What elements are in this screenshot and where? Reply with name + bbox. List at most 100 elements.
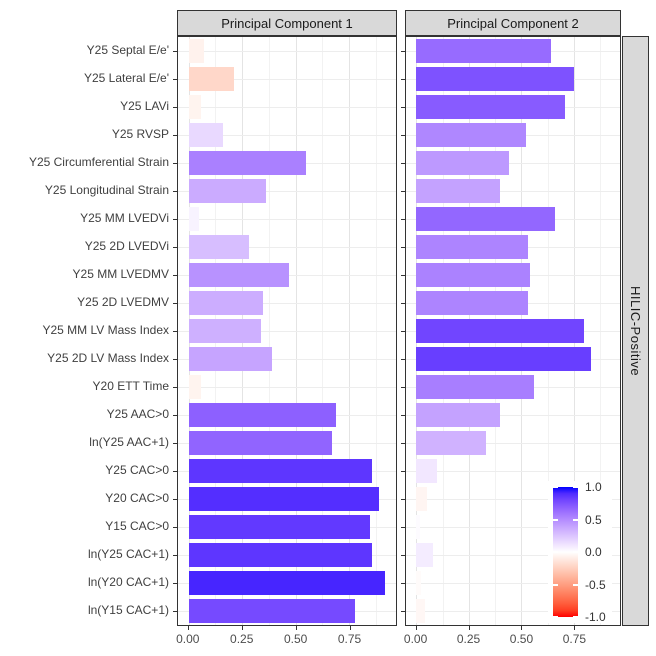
- y-axis-tick: [173, 471, 177, 472]
- grid-line-row: [178, 135, 396, 136]
- facet-strip-pc2: Principal Component 2: [405, 10, 621, 36]
- legend-tick-label: 1.0: [585, 480, 602, 494]
- legend-tick: [573, 486, 578, 488]
- legend-tick: [573, 616, 578, 618]
- grid-line-row: [178, 303, 396, 304]
- x-axis-tick-label: 0.75: [337, 632, 362, 646]
- loading-bar: [188, 346, 273, 372]
- loading-bar: [416, 66, 574, 92]
- y-axis-tick: [173, 359, 177, 360]
- loading-bar: [416, 570, 421, 596]
- y-axis-tick: [173, 611, 177, 612]
- grid-line-row: [178, 331, 396, 332]
- loading-bar: [188, 458, 373, 484]
- loading-bar: [416, 38, 551, 64]
- loading-bar: [416, 458, 438, 484]
- y-axis-label: Y25 Septal E/e': [86, 43, 169, 57]
- y-axis-label: Y25 Longitudinal Strain: [44, 183, 169, 197]
- loading-bar: [188, 94, 202, 120]
- x-axis-tick: [415, 626, 417, 630]
- y-axis-tick: [173, 79, 177, 80]
- loading-bar: [416, 374, 534, 400]
- y-axis-label: Y25 2D LVEDVi: [84, 239, 169, 253]
- grid-line-row: [406, 555, 620, 556]
- loading-bar: [416, 290, 528, 316]
- facet-strip-row-label: HILIC-Positive: [628, 285, 643, 377]
- x-axis-tick: [521, 626, 523, 630]
- loading-bar: [416, 402, 501, 428]
- y-axis-label: Y20 CAC>0: [105, 491, 169, 505]
- x-axis-tick-label: 0.50: [283, 632, 308, 646]
- grid-line-row: [406, 443, 620, 444]
- loading-bar: [188, 514, 371, 540]
- y-axis-tick: [173, 583, 177, 584]
- loading-bar: [416, 150, 509, 176]
- y-axis-label: ln(Y15 CAC+1): [87, 603, 169, 617]
- y-axis-label: Y25 Circumferential Strain: [28, 155, 169, 169]
- y-axis-tick: [401, 247, 405, 248]
- y-axis-tick: [173, 135, 177, 136]
- y-axis-tick: [401, 387, 405, 388]
- loading-bar: [188, 542, 373, 568]
- grid-line-row: [406, 527, 620, 528]
- x-axis-tick-label: 0.00: [176, 632, 200, 646]
- loading-bar: [188, 374, 202, 400]
- legend-tick: [553, 486, 558, 488]
- y-axis-tick: [173, 51, 177, 52]
- x-axis-tick: [295, 626, 297, 630]
- y-axis-label: Y25 CAC>0: [105, 463, 169, 477]
- y-axis-tick: [173, 303, 177, 304]
- x-axis-tick: [574, 626, 576, 630]
- grid-line-row: [178, 219, 396, 220]
- grid-line-row: [178, 247, 396, 248]
- y-axis-label: Y25 MM LVEDVi: [80, 211, 169, 225]
- legend-tick: [553, 616, 558, 618]
- loading-bar: [188, 486, 379, 512]
- y-axis-tick: [401, 163, 405, 164]
- y-axis-label: Y25 2D LV Mass Index: [47, 351, 169, 365]
- loading-bar: [416, 346, 591, 372]
- loading-bar: [416, 514, 420, 540]
- facet-strip-row: HILIC-Positive: [622, 36, 649, 626]
- legend-tick: [573, 518, 578, 521]
- y-axis-tick: [173, 191, 177, 192]
- y-axis-label: ln(Y25 AAC+1): [89, 435, 169, 449]
- x-axis-tick: [349, 626, 351, 630]
- loading-bar: [188, 206, 200, 232]
- loading-bar: [188, 262, 290, 288]
- loading-bar: [416, 318, 585, 344]
- y-axis-tick: [173, 247, 177, 248]
- grid-line-row: [178, 79, 396, 80]
- y-axis-tick: [401, 415, 405, 416]
- y-axis-tick: [401, 611, 405, 612]
- y-axis-tick: [401, 51, 405, 52]
- loading-bar: [188, 66, 234, 92]
- loading-bar: [188, 430, 332, 456]
- legend-tick: [573, 583, 578, 586]
- y-axis-label: Y25 Lateral E/e': [83, 71, 169, 85]
- y-axis-label: Y20 ETT Time: [92, 379, 169, 393]
- loading-bar: [416, 598, 425, 624]
- loading-bar: [416, 262, 530, 288]
- x-axis-tick: [187, 626, 189, 630]
- loading-bar: [188, 122, 223, 148]
- loading-bar: [188, 150, 307, 176]
- y-axis-tick: [401, 527, 405, 528]
- y-axis-tick: [401, 583, 405, 584]
- grid-line-row: [406, 471, 620, 472]
- facet-strip-pc1: Principal Component 1: [177, 10, 397, 36]
- loading-bar: [416, 94, 566, 120]
- loading-bar: [416, 234, 528, 260]
- x-axis-tick-label: 0.25: [456, 632, 481, 646]
- y-axis-labels: Y25 Septal E/e' Y25 Lateral E/e' Y25 LAVi Y…: [0, 36, 172, 626]
- y-axis-label: Y25 2D LVEDMV: [77, 295, 169, 309]
- y-axis-tick: [173, 527, 177, 528]
- grid-line-row: [178, 107, 396, 108]
- loading-bar: [416, 206, 555, 232]
- y-axis-tick: [401, 359, 405, 360]
- loading-bar: [416, 122, 526, 148]
- grid-line-row: [406, 163, 620, 164]
- loading-bar: [188, 402, 337, 428]
- y-axis-tick: [401, 471, 405, 472]
